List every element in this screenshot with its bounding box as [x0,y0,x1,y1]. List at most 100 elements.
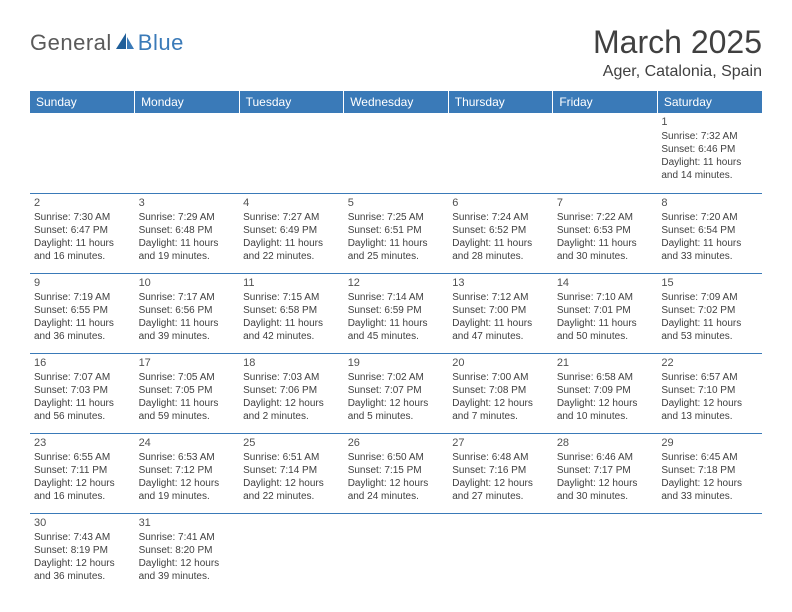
sunset-line: Sunset: 6:56 PM [139,304,236,317]
sunset-line: Sunset: 6:58 PM [243,304,340,317]
sunrise-line: Sunrise: 6:57 AM [661,371,758,384]
sunrise-line: Sunrise: 7:03 AM [243,371,340,384]
day-number: 8 [661,196,758,210]
calendar-cell: 11Sunrise: 7:15 AMSunset: 6:58 PMDayligh… [239,273,344,353]
daylight-line: Daylight: 12 hours and 22 minutes. [243,477,340,503]
sunrise-line: Sunrise: 7:27 AM [243,211,340,224]
sunrise-line: Sunrise: 6:58 AM [557,371,654,384]
sunrise-line: Sunrise: 6:45 AM [661,451,758,464]
sunset-line: Sunset: 6:55 PM [34,304,131,317]
calendar-cell: 6Sunrise: 7:24 AMSunset: 6:52 PMDaylight… [448,193,553,273]
sunrise-line: Sunrise: 6:46 AM [557,451,654,464]
sunrise-line: Sunrise: 7:24 AM [452,211,549,224]
sunset-line: Sunset: 6:49 PM [243,224,340,237]
calendar-cell: 16Sunrise: 7:07 AMSunset: 7:03 PMDayligh… [30,353,135,433]
day-number: 18 [243,356,340,370]
calendar-row: 16Sunrise: 7:07 AMSunset: 7:03 PMDayligh… [30,353,762,433]
sunset-line: Sunset: 7:16 PM [452,464,549,477]
sunrise-line: Sunrise: 7:09 AM [661,291,758,304]
calendar-cell: 18Sunrise: 7:03 AMSunset: 7:06 PMDayligh… [239,353,344,433]
sunrise-line: Sunrise: 7:07 AM [34,371,131,384]
daylight-line: Daylight: 11 hours and 16 minutes. [34,237,131,263]
calendar-cell: 7Sunrise: 7:22 AMSunset: 6:53 PMDaylight… [553,193,658,273]
day-number: 11 [243,276,340,290]
calendar-cell: 23Sunrise: 6:55 AMSunset: 7:11 PMDayligh… [30,433,135,513]
title-block: March 2025 Ager, Catalonia, Spain [593,24,762,81]
sunrise-line: Sunrise: 6:50 AM [348,451,445,464]
day-number: 15 [661,276,758,290]
daylight-line: Daylight: 11 hours and 28 minutes. [452,237,549,263]
calendar-cell: 12Sunrise: 7:14 AMSunset: 6:59 PMDayligh… [344,273,449,353]
day-number: 23 [34,436,131,450]
sunrise-line: Sunrise: 7:32 AM [661,130,758,143]
daylight-line: Daylight: 11 hours and 50 minutes. [557,317,654,343]
calendar-cell [30,113,135,193]
sunrise-line: Sunrise: 7:12 AM [452,291,549,304]
sunset-line: Sunset: 7:11 PM [34,464,131,477]
calendar-row: 2Sunrise: 7:30 AMSunset: 6:47 PMDaylight… [30,193,762,273]
calendar-cell: 20Sunrise: 7:00 AMSunset: 7:08 PMDayligh… [448,353,553,433]
sunrise-line: Sunrise: 7:10 AM [557,291,654,304]
day-number: 29 [661,436,758,450]
dow-saturday: Saturday [657,91,762,113]
sunset-line: Sunset: 7:02 PM [661,304,758,317]
day-number: 17 [139,356,236,370]
month-title: March 2025 [593,24,762,61]
daylight-line: Daylight: 12 hours and 36 minutes. [34,557,131,583]
sunrise-line: Sunrise: 6:51 AM [243,451,340,464]
sunset-line: Sunset: 6:52 PM [452,224,549,237]
day-number: 12 [348,276,445,290]
sunset-line: Sunset: 7:05 PM [139,384,236,397]
daylight-line: Daylight: 11 hours and 22 minutes. [243,237,340,263]
daylight-line: Daylight: 11 hours and 25 minutes. [348,237,445,263]
dow-friday: Friday [553,91,658,113]
sunset-line: Sunset: 8:20 PM [139,544,236,557]
calendar-cell [553,513,658,593]
sunset-line: Sunset: 6:47 PM [34,224,131,237]
daylight-line: Daylight: 11 hours and 59 minutes. [139,397,236,423]
sunrise-line: Sunrise: 7:17 AM [139,291,236,304]
sunset-line: Sunset: 6:51 PM [348,224,445,237]
logo: General Blue [30,30,184,56]
logo-text-general: General [30,30,112,56]
sunrise-line: Sunrise: 7:00 AM [452,371,549,384]
sunrise-line: Sunrise: 6:53 AM [139,451,236,464]
daylight-line: Daylight: 12 hours and 19 minutes. [139,477,236,503]
sunset-line: Sunset: 6:59 PM [348,304,445,317]
day-number: 25 [243,436,340,450]
calendar-page: General Blue March 2025 Ager, Catalonia,… [0,0,792,611]
calendar-cell [239,113,344,193]
calendar-cell: 9Sunrise: 7:19 AMSunset: 6:55 PMDaylight… [30,273,135,353]
calendar-cell: 29Sunrise: 6:45 AMSunset: 7:18 PMDayligh… [657,433,762,513]
sunrise-line: Sunrise: 7:20 AM [661,211,758,224]
day-number: 7 [557,196,654,210]
calendar-cell: 10Sunrise: 7:17 AMSunset: 6:56 PMDayligh… [135,273,240,353]
calendar-row: 9Sunrise: 7:19 AMSunset: 6:55 PMDaylight… [30,273,762,353]
calendar-cell: 26Sunrise: 6:50 AMSunset: 7:15 PMDayligh… [344,433,449,513]
daylight-line: Daylight: 11 hours and 36 minutes. [34,317,131,343]
sunset-line: Sunset: 7:15 PM [348,464,445,477]
calendar-cell: 22Sunrise: 6:57 AMSunset: 7:10 PMDayligh… [657,353,762,433]
sunset-line: Sunset: 7:08 PM [452,384,549,397]
day-number: 19 [348,356,445,370]
calendar-cell: 28Sunrise: 6:46 AMSunset: 7:17 PMDayligh… [553,433,658,513]
logo-sail-icon [114,31,136,56]
calendar-table: Sunday Monday Tuesday Wednesday Thursday… [30,91,762,593]
sunset-line: Sunset: 7:03 PM [34,384,131,397]
day-number: 13 [452,276,549,290]
daylight-line: Daylight: 11 hours and 45 minutes. [348,317,445,343]
day-number: 14 [557,276,654,290]
calendar-cell [448,513,553,593]
day-number: 20 [452,356,549,370]
day-number: 22 [661,356,758,370]
day-number: 10 [139,276,236,290]
daylight-line: Daylight: 11 hours and 53 minutes. [661,317,758,343]
day-number: 26 [348,436,445,450]
calendar-cell: 13Sunrise: 7:12 AMSunset: 7:00 PMDayligh… [448,273,553,353]
sunset-line: Sunset: 7:09 PM [557,384,654,397]
sunset-line: Sunset: 8:19 PM [34,544,131,557]
sunrise-line: Sunrise: 7:30 AM [34,211,131,224]
calendar-cell: 24Sunrise: 6:53 AMSunset: 7:12 PMDayligh… [135,433,240,513]
calendar-cell: 27Sunrise: 6:48 AMSunset: 7:16 PMDayligh… [448,433,553,513]
calendar-cell: 1Sunrise: 7:32 AMSunset: 6:46 PMDaylight… [657,113,762,193]
